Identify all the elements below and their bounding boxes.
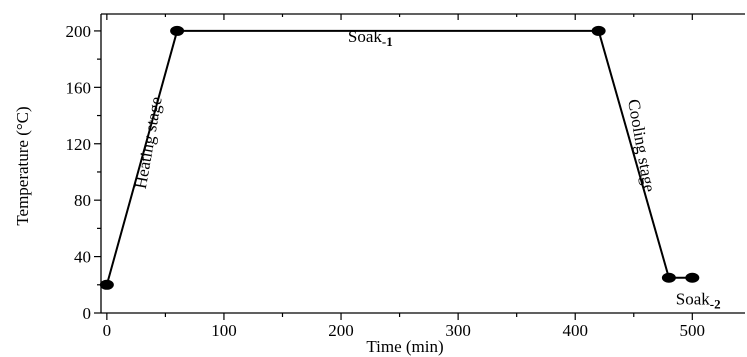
data-point bbox=[99, 279, 114, 290]
annotation-soak1-main: Soak bbox=[348, 27, 383, 46]
x-tick-label: 300 bbox=[445, 321, 471, 340]
y-tick-label: 120 bbox=[66, 135, 92, 154]
plot-frame bbox=[100, 13, 745, 314]
y-tick-label: 200 bbox=[66, 22, 92, 41]
data-point bbox=[685, 272, 700, 283]
x-axis-title: Time (min) bbox=[366, 337, 443, 356]
axis-ticks bbox=[94, 14, 693, 320]
data-point bbox=[661, 272, 676, 283]
data-series bbox=[99, 25, 700, 290]
data-point bbox=[170, 25, 185, 36]
series-line bbox=[105, 29, 693, 286]
annotation-cooling: Cooling stage bbox=[624, 98, 659, 194]
y-tick-label: 0 bbox=[83, 304, 92, 323]
axis-tick-labels: 0 100 200 300 400 500 0 40 80 120 160 200 bbox=[66, 22, 706, 340]
x-tick-label: 200 bbox=[328, 321, 354, 340]
y-tick-label: 160 bbox=[66, 78, 92, 97]
annotation-soak1: Soak-1 bbox=[348, 27, 393, 49]
annotation-soak1-subscript: -1 bbox=[382, 34, 393, 49]
x-tick-label: 400 bbox=[562, 321, 588, 340]
annotation-soak2-subscript: -2 bbox=[710, 297, 721, 312]
x-tick-label: 500 bbox=[680, 321, 706, 340]
y-tick-label: 80 bbox=[74, 191, 91, 210]
x-tick-label: 0 bbox=[103, 321, 112, 340]
annotation-soak2: Soak-2 bbox=[676, 290, 721, 312]
x-tick-label: 100 bbox=[211, 321, 237, 340]
data-point bbox=[591, 25, 606, 36]
y-tick-label: 40 bbox=[74, 248, 91, 267]
annotation-soak2-main: Soak bbox=[676, 290, 711, 309]
annotation-heating: Heating stage bbox=[131, 95, 166, 190]
y-axis-title: Temperature (°C) bbox=[13, 106, 32, 225]
